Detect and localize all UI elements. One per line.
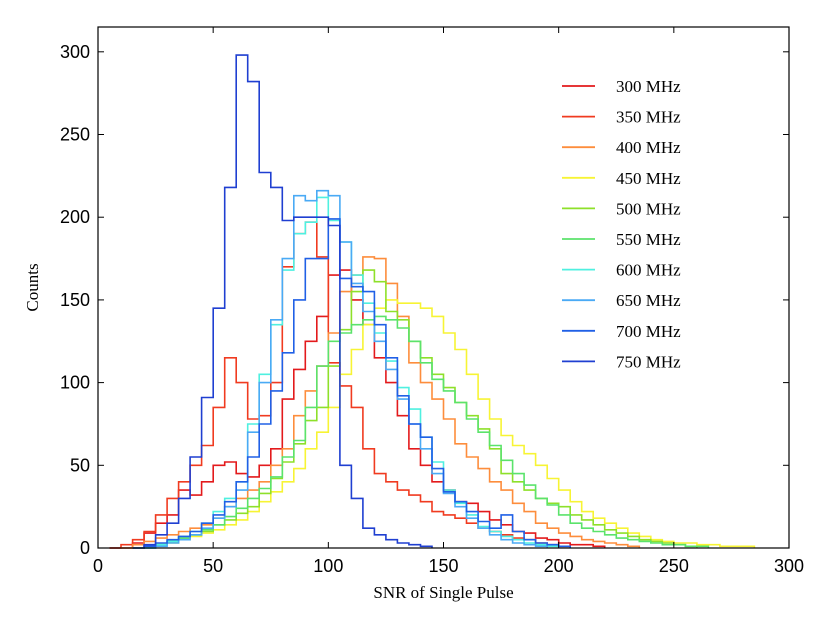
y-tick-label: 200 — [60, 207, 90, 227]
y-tick-label: 150 — [60, 290, 90, 310]
series-line-550-mhz — [144, 315, 710, 549]
y-tick-label: 100 — [60, 373, 90, 393]
series-line-450-mhz — [132, 299, 756, 549]
x-tick-label: 250 — [659, 556, 689, 576]
x-tick-label: 50 — [203, 556, 223, 576]
x-tick-label: 300 — [774, 556, 804, 576]
x-tick-label: 150 — [428, 556, 458, 576]
series-line-700-mhz — [132, 218, 571, 549]
legend-label-550-mhz: 550 MHz — [616, 230, 681, 249]
legend: 300 MHz 350 MHz 400 MHz 450 MHz 500 MHz 550 M… — [562, 77, 681, 371]
x-tick-label: 0 — [93, 556, 103, 576]
y-tick-label: 250 — [60, 125, 90, 145]
y-tick-label: 0 — [80, 538, 90, 558]
legend-label-400-mhz: 400 MHz — [616, 138, 681, 157]
y-axis-ticks: 0 50 100 150 200 250 300 — [60, 42, 789, 558]
legend-label-450-mhz: 450 MHz — [616, 169, 681, 188]
series-layer — [109, 54, 756, 549]
x-axis-label: SNR of Single Pulse — [373, 583, 513, 602]
y-tick-label: 50 — [70, 455, 90, 475]
y-tick-label: 300 — [60, 42, 90, 62]
x-tick-label: 100 — [313, 556, 343, 576]
legend-label-600-mhz: 600 MHz — [616, 261, 681, 280]
y-axis-label: Counts — [23, 263, 42, 311]
x-tick-label: 200 — [544, 556, 574, 576]
series-line-750-mhz — [132, 54, 433, 549]
legend-label-300-mhz: 300 MHz — [616, 77, 681, 96]
legend-label-700-mhz: 700 MHz — [616, 322, 681, 341]
legend-label-500-mhz: 500 MHz — [616, 199, 681, 218]
legend-label-750-mhz: 750 MHz — [616, 352, 681, 371]
x-axis-ticks: 0 50 100 150 200 250 300 — [93, 27, 804, 576]
legend-label-650-mhz: 650 MHz — [616, 291, 681, 310]
legend-label-350-mhz: 350 MHz — [616, 108, 681, 127]
